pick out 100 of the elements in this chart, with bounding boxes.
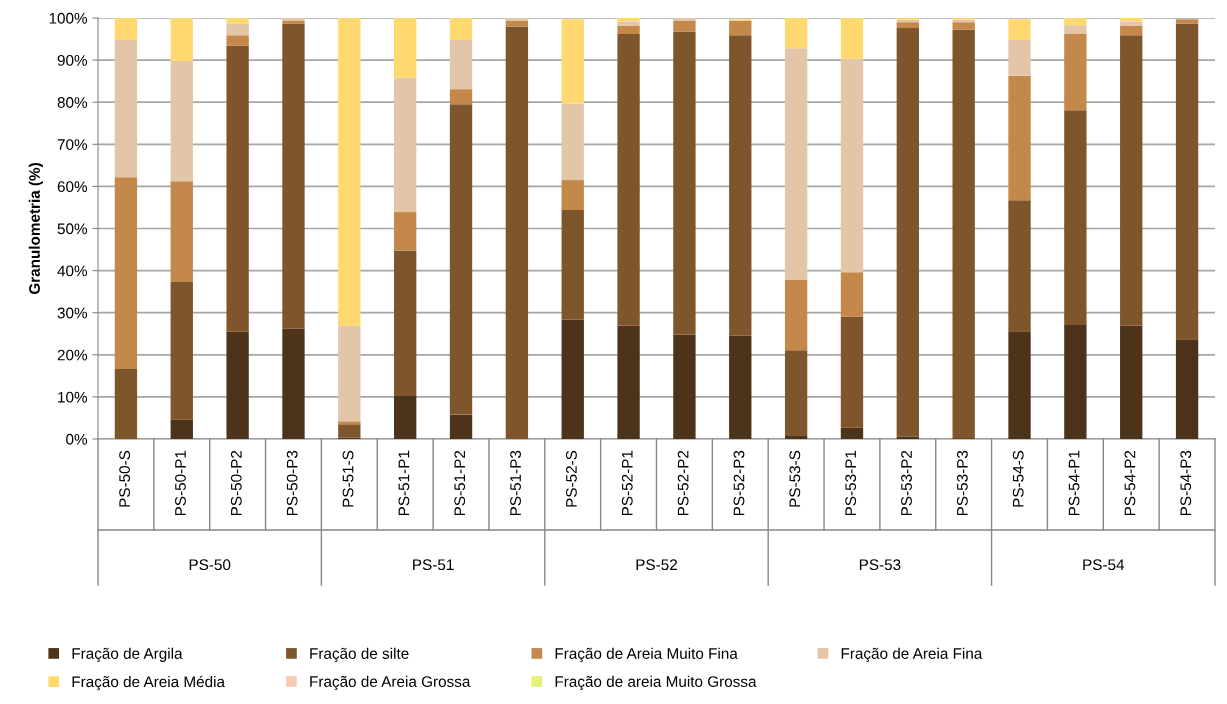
bar [1064,34,1087,111]
text: PS-50 [189,559,231,571]
x-tick-label: PS-52-P1 [621,450,633,516]
bar [561,209,584,320]
y-tick-label: 40% [57,265,88,277]
bar [338,18,361,326]
bar [673,18,696,21]
bar [1064,110,1087,325]
bar [282,328,305,439]
bar [1120,18,1143,22]
x-tick-label: PS-50-S [119,450,131,507]
bar [114,39,138,178]
text: PS-52 [636,559,677,571]
bar [1120,35,1143,326]
x-tick-label: PS-53-P2 [901,450,912,516]
bar [1064,324,1087,439]
bar [114,369,138,439]
bar [1008,200,1031,332]
x-tick-label: PS-51-P1 [398,450,410,516]
bar [840,316,864,428]
bar [896,28,919,437]
bar [394,250,417,397]
x-tick-label: PS-50-P3 [286,450,298,516]
bar [1008,331,1031,439]
bar [449,18,473,40]
bar [784,279,808,351]
bar [840,58,864,273]
bar [226,23,249,36]
bar [114,18,138,40]
bar [282,23,305,329]
y-tick-label: 0% [66,433,88,445]
x-tick-label: PS-54-S [1012,450,1024,507]
text: PS-53 [859,559,901,571]
bar [338,421,361,425]
x-tick-label: PS-54-P1 [1068,450,1080,516]
bar [170,18,193,61]
bar [1120,21,1143,26]
bar [449,104,473,415]
bar [1008,19,1031,40]
bar [505,26,529,439]
bar [617,21,640,26]
bar [729,335,752,439]
bar [840,427,864,439]
bar [114,177,138,370]
legend-label: Fração de areia Muito Grossa [555,675,757,691]
bar [170,60,193,182]
bar [170,281,193,420]
x-tick-label: PS-53-P3 [956,450,968,516]
y-tick-label: 90% [57,54,88,66]
bar [840,18,864,59]
bar [561,19,584,104]
y-tick-label: 100% [49,12,88,24]
bar [729,20,752,36]
bar [617,18,640,22]
bar [561,103,584,181]
bar [226,331,249,439]
bar [449,89,473,105]
y-tick-label: 50% [57,223,88,235]
legend-label: Fração de silte [310,647,409,663]
bar [952,29,975,439]
y-tick-label: 20% [57,349,88,361]
x-tick-label: PS-52-P3 [733,450,745,516]
legend-label: Fração de Areia Média [72,675,226,691]
bar [1008,39,1031,76]
x-tick-label: PS-51-S [342,450,354,507]
bar [394,212,417,251]
bar [505,18,529,21]
x-tick-label: PS-52-P2 [677,450,689,516]
bar [673,31,696,335]
bar [561,180,584,210]
bar [1175,23,1199,340]
bar [170,181,193,282]
bar [338,424,361,438]
bar [784,435,808,439]
bar [449,414,473,439]
x-tick-label: PS-50-P2 [230,450,242,516]
bar [1064,18,1087,26]
bar [896,436,919,439]
bar [1175,19,1199,24]
bar [449,39,473,90]
bar [952,22,975,30]
bar [617,34,640,326]
bar [1064,25,1087,34]
bar [673,20,696,32]
bar [840,272,864,317]
x-tick-label: PS-53-P1 [845,450,857,516]
x-tick-label: PS-54-P2 [1124,450,1136,516]
bar [896,22,919,29]
bar [617,25,640,34]
x-tick-label: PS-53-S [789,450,801,507]
x-tick-label: PS-51-P3 [510,450,521,516]
bar [673,334,696,439]
text: PS-51 [413,559,454,571]
bar [338,325,361,422]
bar [226,45,249,332]
legend-label: Fração de Areia Grossa [310,675,471,691]
text: PS-54 [1083,559,1125,571]
y-tick-label: 80% [57,97,88,108]
bar [170,419,193,439]
bar [226,35,249,46]
